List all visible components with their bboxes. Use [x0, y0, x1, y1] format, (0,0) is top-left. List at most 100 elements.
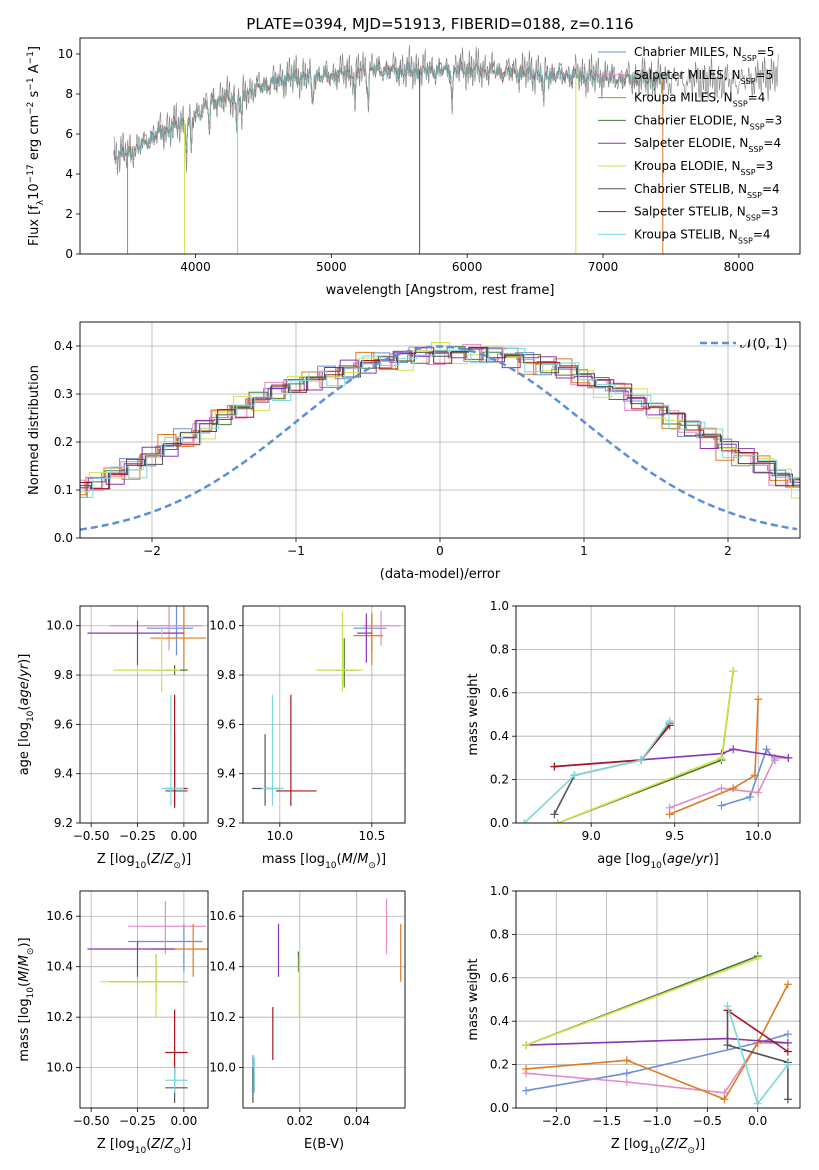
age-vs-mass-axes: 10.0 10.5 9.2 9.4 9.6 9.8 10.0	[209, 606, 405, 843]
mass-vs-EBV-axes: 0.02 0.04 10.0 10.2 10.4 10.6	[209, 891, 405, 1128]
y-tick-label: 10.4	[209, 960, 236, 974]
x-tick-label: 9.5	[665, 829, 684, 843]
x-tick-label: 6000	[452, 260, 483, 274]
x-tick-label: 7000	[588, 260, 619, 274]
massweight-vs-Z-series	[522, 952, 792, 1108]
age-vs-mass-points	[252, 610, 400, 806]
y-tick-label: 9.8	[217, 668, 236, 682]
y-tick-label: 0.1	[54, 483, 73, 497]
x-tick-label: 10.0	[266, 829, 293, 843]
residual-histogram-step	[80, 347, 800, 498]
x-tick-label: −0.50	[73, 1114, 110, 1128]
residuals-y-axis-label: Normed distribution	[27, 365, 42, 495]
massweight-vs-Z-x-axis-label: Z [log10(Z/Z⊙)]	[611, 1137, 705, 1156]
legend-entry: Salpeter ELODIE, NSSP=4	[634, 136, 781, 154]
massweight-vs-age-y-axis-label: mass weight	[466, 673, 481, 755]
x-tick-label: −0.50	[73, 829, 110, 843]
y-tick-label: 0.8	[490, 642, 509, 656]
x-tick-label: −0.25	[119, 829, 156, 843]
mass-weight-line	[525, 1033, 789, 1092]
residual-histogram-step	[80, 347, 800, 496]
x-tick-label: 0.04	[343, 1114, 370, 1128]
y-tick-label: 9.2	[217, 816, 236, 830]
age-vs-mass-x-axis-label: mass [log10(M/M⊙)]	[262, 852, 386, 871]
mass-vs-Z-axes: −0.50 −0.25 0.00 10.0 10.2 10.4 10.6	[46, 891, 208, 1128]
massweight-vs-age-axes-frame	[515, 605, 801, 824]
y-tick-label: 0.4	[490, 729, 509, 743]
legend-entry: Salpeter STELIB, NSSP=3	[634, 205, 778, 223]
spectrum-y-axis-label: Flux [fλ10−17 erg cm−2 s−1 A−1]	[26, 46, 46, 246]
legend-entry: Kroupa ELODIE, NSSP=3	[634, 159, 773, 177]
y-tick-label: 10.2	[46, 1010, 73, 1024]
spectrum-x-axis-label: wavelength [Angstrom, rest frame]	[326, 283, 555, 298]
mass-weight-line	[557, 670, 734, 823]
legend-entry: Chabrier STELIB, NSSP=4	[634, 182, 780, 200]
massweight-vs-age-axes: 9.0 9.5 10.0 0.0 0.2 0.4 0.6 0.8 1.0	[490, 599, 800, 843]
residual-histogram-step	[80, 347, 800, 489]
normal-distribution-curve	[80, 345, 798, 531]
y-tick-label: 0.2	[490, 773, 509, 787]
mass-vs-Z-x-axis-label: Z [log10(Z/Z⊙)]	[97, 1137, 191, 1156]
x-tick-label: 5000	[316, 260, 347, 274]
age-vs-Z-axes-frame	[79, 605, 209, 824]
mass-vs-EBV-axes-frame	[242, 890, 406, 1109]
y-tick-label: 10.0	[209, 1061, 236, 1075]
y-tick-label: 0.3	[54, 387, 73, 401]
y-tick-label: 0	[65, 247, 73, 261]
y-tick-label: 0.2	[490, 1058, 509, 1072]
age-vs-mass-axes-frame	[242, 605, 406, 824]
y-tick-label: 9.2	[54, 816, 73, 830]
y-tick-label: 4	[65, 167, 73, 181]
mass-vs-Z-y-axis-label: mass [log10(M/M⊙)]	[17, 937, 36, 1061]
mass-weight-line	[525, 957, 758, 1046]
x-tick-label: −2	[143, 544, 161, 558]
y-tick-label: 1.0	[490, 884, 509, 898]
y-tick-label: 9.4	[54, 767, 73, 781]
x-tick-label: 10.5	[359, 829, 386, 843]
mass-weight-line	[557, 670, 734, 823]
x-tick-label: 9.0	[582, 829, 601, 843]
x-tick-label: −1	[287, 544, 305, 558]
x-tick-label: 8000	[724, 260, 755, 274]
residuals-x-axis-label: (data-model)/error	[380, 567, 501, 582]
mass-weight-line	[523, 720, 671, 823]
massweight-vs-Z-axes-frame	[515, 890, 801, 1109]
y-tick-label: 10.4	[46, 960, 73, 974]
y-tick-label: 10.6	[46, 909, 73, 923]
x-tick-label: −1.5	[592, 1114, 621, 1128]
y-tick-label: 9.6	[54, 717, 73, 731]
mass-vs-EBV-points	[252, 898, 402, 1103]
mass-vs-Z-points	[87, 901, 208, 1103]
spectrum-axes: 4000 5000 6000 7000 8000 0 2 4 6 8 10	[58, 47, 754, 274]
y-tick-label: 0.0	[54, 531, 73, 545]
mass-weight-line	[726, 1010, 789, 1100]
y-tick-label: 0.4	[490, 1014, 509, 1028]
x-tick-label: −0.5	[693, 1114, 722, 1128]
y-tick-label: 8	[65, 87, 73, 101]
y-tick-label: 10.2	[209, 1010, 236, 1024]
x-tick-label: 4000	[180, 260, 211, 274]
y-tick-label: 0.8	[490, 927, 509, 941]
age-vs-Z-y-axis-label: age [log10(age/yr)]	[17, 654, 36, 776]
residuals-axes-frame	[79, 321, 801, 539]
residual-histogram-step	[80, 347, 800, 490]
y-tick-label: 10.0	[209, 619, 236, 633]
y-tick-label: 0.2	[54, 435, 73, 449]
x-tick-label: 2	[724, 544, 732, 558]
age-vs-Z-points	[87, 606, 207, 809]
x-tick-label: −0.25	[119, 1114, 156, 1128]
legend-entry: Chabrier MILES, NSSP=5	[634, 45, 774, 63]
y-tick-label: 0.0	[490, 1101, 509, 1115]
residual-histogram-step	[80, 346, 800, 490]
massweight-vs-age-x-axis-label: age [log10(age/yr)]	[597, 852, 719, 871]
x-tick-label: 0.00	[171, 1114, 198, 1128]
x-tick-label: 0.02	[286, 1114, 313, 1128]
residual-histograms	[80, 342, 800, 531]
spectrum-axes-frame	[79, 37, 801, 255]
mass-weight-line	[669, 757, 789, 809]
x-tick-label: 0.00	[171, 829, 198, 843]
mass-weight-line	[727, 1009, 789, 1053]
age-vs-Z-x-axis-label: Z [log10(Z/Z⊙)]	[97, 852, 191, 871]
